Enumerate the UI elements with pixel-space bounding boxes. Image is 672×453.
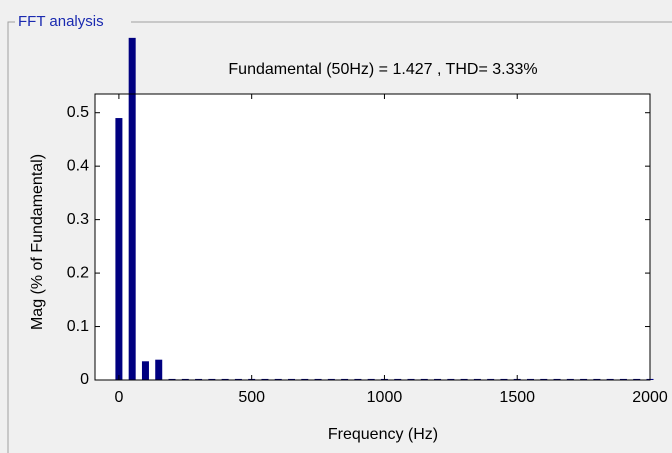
panel-title: FFT analysis bbox=[18, 13, 104, 30]
y-axis-label: Mag (% of Fundamental) bbox=[29, 154, 46, 330]
bar bbox=[540, 378, 548, 380]
x-tick-label: 500 bbox=[238, 389, 265, 406]
bar bbox=[619, 378, 627, 380]
bar bbox=[633, 378, 641, 380]
plot-area bbox=[95, 94, 650, 380]
y-tick-label: 0.4 bbox=[67, 157, 89, 174]
bar bbox=[447, 378, 455, 380]
bar bbox=[593, 378, 601, 380]
y-tick-label: 0.5 bbox=[67, 104, 89, 121]
axes-box bbox=[94, 93, 651, 381]
bar bbox=[141, 361, 149, 380]
bar bbox=[128, 37, 136, 380]
bar bbox=[527, 378, 535, 380]
bar bbox=[367, 378, 375, 380]
y-tick-label: 0 bbox=[80, 371, 89, 388]
bar bbox=[181, 378, 189, 380]
y-tick-label: 0.3 bbox=[67, 211, 89, 228]
bar bbox=[566, 378, 574, 380]
bar bbox=[500, 378, 508, 380]
x-tick-label: 2000 bbox=[632, 389, 668, 406]
chart-title: Fundamental (50Hz) = 1.427 , THD= 3.33% bbox=[228, 61, 537, 78]
x-axis-label: Frequency (Hz) bbox=[328, 426, 438, 443]
bar bbox=[115, 118, 123, 380]
bar bbox=[195, 378, 203, 380]
bar bbox=[168, 378, 176, 380]
bar bbox=[261, 378, 269, 380]
bar bbox=[473, 378, 481, 380]
x-tick-label: 1500 bbox=[499, 389, 535, 406]
bar bbox=[234, 378, 242, 380]
bar bbox=[394, 378, 402, 380]
bar bbox=[553, 378, 561, 380]
x-tick-label: 0 bbox=[114, 389, 123, 406]
bar bbox=[354, 378, 362, 380]
bar bbox=[155, 359, 163, 380]
bar bbox=[420, 378, 428, 380]
y-tick-label: 0.1 bbox=[67, 318, 89, 335]
bar bbox=[434, 378, 442, 380]
x-tick-label: 1000 bbox=[367, 389, 403, 406]
bar bbox=[341, 378, 349, 380]
bar bbox=[407, 378, 415, 380]
panel-border bbox=[7, 21, 15, 453]
bar bbox=[327, 378, 335, 380]
bar bbox=[301, 378, 309, 380]
bar bbox=[580, 378, 588, 380]
bar bbox=[221, 378, 229, 380]
bar bbox=[288, 378, 296, 380]
bar bbox=[487, 378, 495, 380]
bar bbox=[274, 378, 282, 380]
y-tick-label: 0.2 bbox=[67, 264, 89, 281]
bar bbox=[606, 378, 614, 380]
bar bbox=[460, 378, 468, 380]
bar bbox=[314, 378, 322, 380]
bar bbox=[208, 378, 216, 380]
